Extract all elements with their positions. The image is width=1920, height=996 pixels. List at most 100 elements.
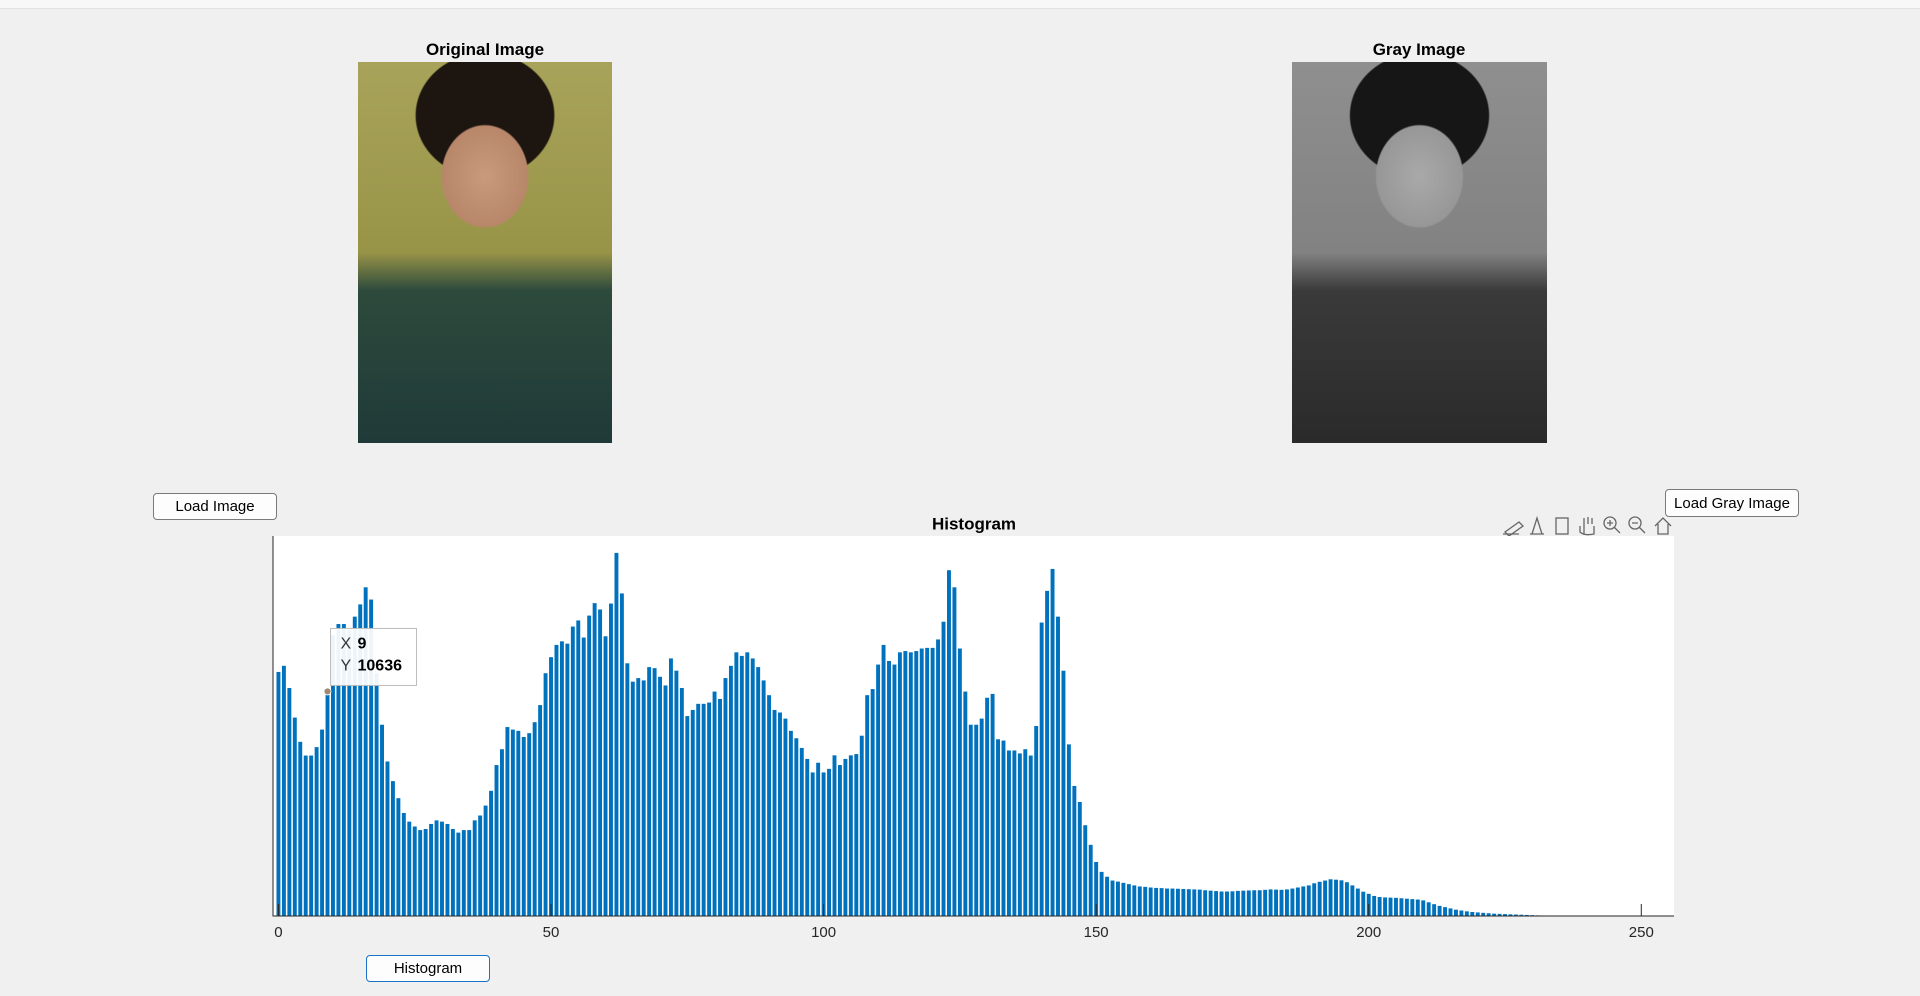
bar — [1415, 899, 1420, 916]
bar — [445, 823, 450, 916]
bar — [756, 667, 761, 916]
bar — [968, 724, 973, 916]
bar — [1039, 622, 1044, 916]
bar — [1492, 913, 1497, 916]
zoom-out-icon[interactable] — [1628, 516, 1642, 530]
bar — [549, 657, 553, 916]
bar — [718, 698, 722, 916]
bar — [614, 552, 619, 916]
bar — [499, 749, 504, 916]
bar — [1339, 880, 1344, 916]
bar — [1519, 914, 1524, 916]
bar — [1094, 861, 1099, 916]
bar — [788, 730, 793, 916]
bar — [652, 668, 657, 916]
histogram-button[interactable]: Histogram — [366, 955, 490, 982]
bar — [570, 626, 575, 916]
bar — [1459, 910, 1464, 916]
bar — [407, 821, 412, 916]
bar — [576, 620, 581, 916]
bar — [979, 718, 984, 916]
bar — [478, 815, 483, 916]
bar — [440, 821, 444, 916]
bar — [298, 741, 303, 916]
bar — [832, 755, 837, 916]
bar — [603, 636, 608, 916]
x-tick-label: 100 — [811, 924, 836, 941]
axes-toolbar — [1503, 515, 1672, 537]
bar — [1110, 880, 1115, 916]
bar — [679, 688, 684, 916]
bar — [925, 647, 930, 916]
bar — [1050, 568, 1055, 916]
pan-icon[interactable] — [1579, 517, 1595, 536]
bar — [380, 724, 384, 916]
bar — [559, 641, 564, 916]
bar — [434, 820, 439, 916]
bar — [914, 651, 919, 916]
bar — [1006, 750, 1011, 916]
bar — [1503, 914, 1507, 916]
bar — [609, 603, 613, 916]
bar — [1453, 909, 1458, 916]
bar — [1121, 882, 1126, 916]
bar — [281, 665, 286, 916]
bar — [385, 761, 390, 916]
bar — [1170, 888, 1175, 916]
bar — [516, 730, 521, 916]
bar — [1017, 753, 1022, 916]
bar — [1437, 905, 1442, 916]
bar — [1148, 887, 1153, 916]
bar — [1154, 887, 1159, 916]
bar — [1306, 885, 1311, 916]
bar — [396, 798, 401, 916]
pan-tool-icon[interactable] — [1555, 517, 1569, 535]
axes-title: Original Image — [425, 40, 545, 59]
bar — [1443, 907, 1448, 916]
bar — [734, 652, 739, 916]
bar — [783, 718, 788, 916]
bar — [587, 615, 592, 916]
bar — [630, 681, 635, 916]
bar — [799, 747, 804, 916]
bar — [1028, 755, 1033, 916]
bar — [908, 652, 913, 916]
bar — [1284, 889, 1289, 916]
bar — [331, 635, 335, 916]
bar — [1034, 726, 1039, 916]
bar — [461, 830, 466, 916]
bar — [1421, 900, 1426, 916]
x-tick-label: 0 — [274, 924, 282, 941]
zoom-in-icon[interactable] — [1603, 516, 1617, 530]
bar — [1203, 890, 1208, 916]
bar — [619, 593, 624, 916]
bar — [647, 667, 652, 916]
brush-icon[interactable] — [1503, 521, 1525, 537]
datatip-marker — [323, 687, 332, 696]
bar — [320, 729, 325, 916]
bar — [418, 830, 423, 916]
bar — [854, 754, 859, 916]
bar — [581, 637, 586, 916]
bar — [1383, 897, 1388, 916]
datatip-icon[interactable] — [1530, 515, 1544, 535]
bar — [1012, 750, 1017, 916]
gray-image — [1292, 62, 1547, 443]
bar — [1268, 889, 1273, 916]
load-gray-image-button[interactable]: Load Gray Image — [1665, 489, 1799, 517]
bar — [843, 758, 848, 916]
bar — [696, 703, 701, 916]
bar — [1410, 899, 1415, 916]
bar — [728, 665, 733, 916]
bar — [412, 826, 417, 916]
bar — [641, 680, 646, 916]
load-image-button[interactable]: Load Image — [153, 493, 277, 520]
home-icon[interactable] — [1654, 517, 1672, 535]
bar — [1088, 844, 1093, 916]
bar — [985, 697, 990, 916]
bar — [505, 727, 510, 916]
bar — [401, 812, 406, 916]
bar — [1077, 802, 1082, 916]
bar — [778, 712, 782, 916]
